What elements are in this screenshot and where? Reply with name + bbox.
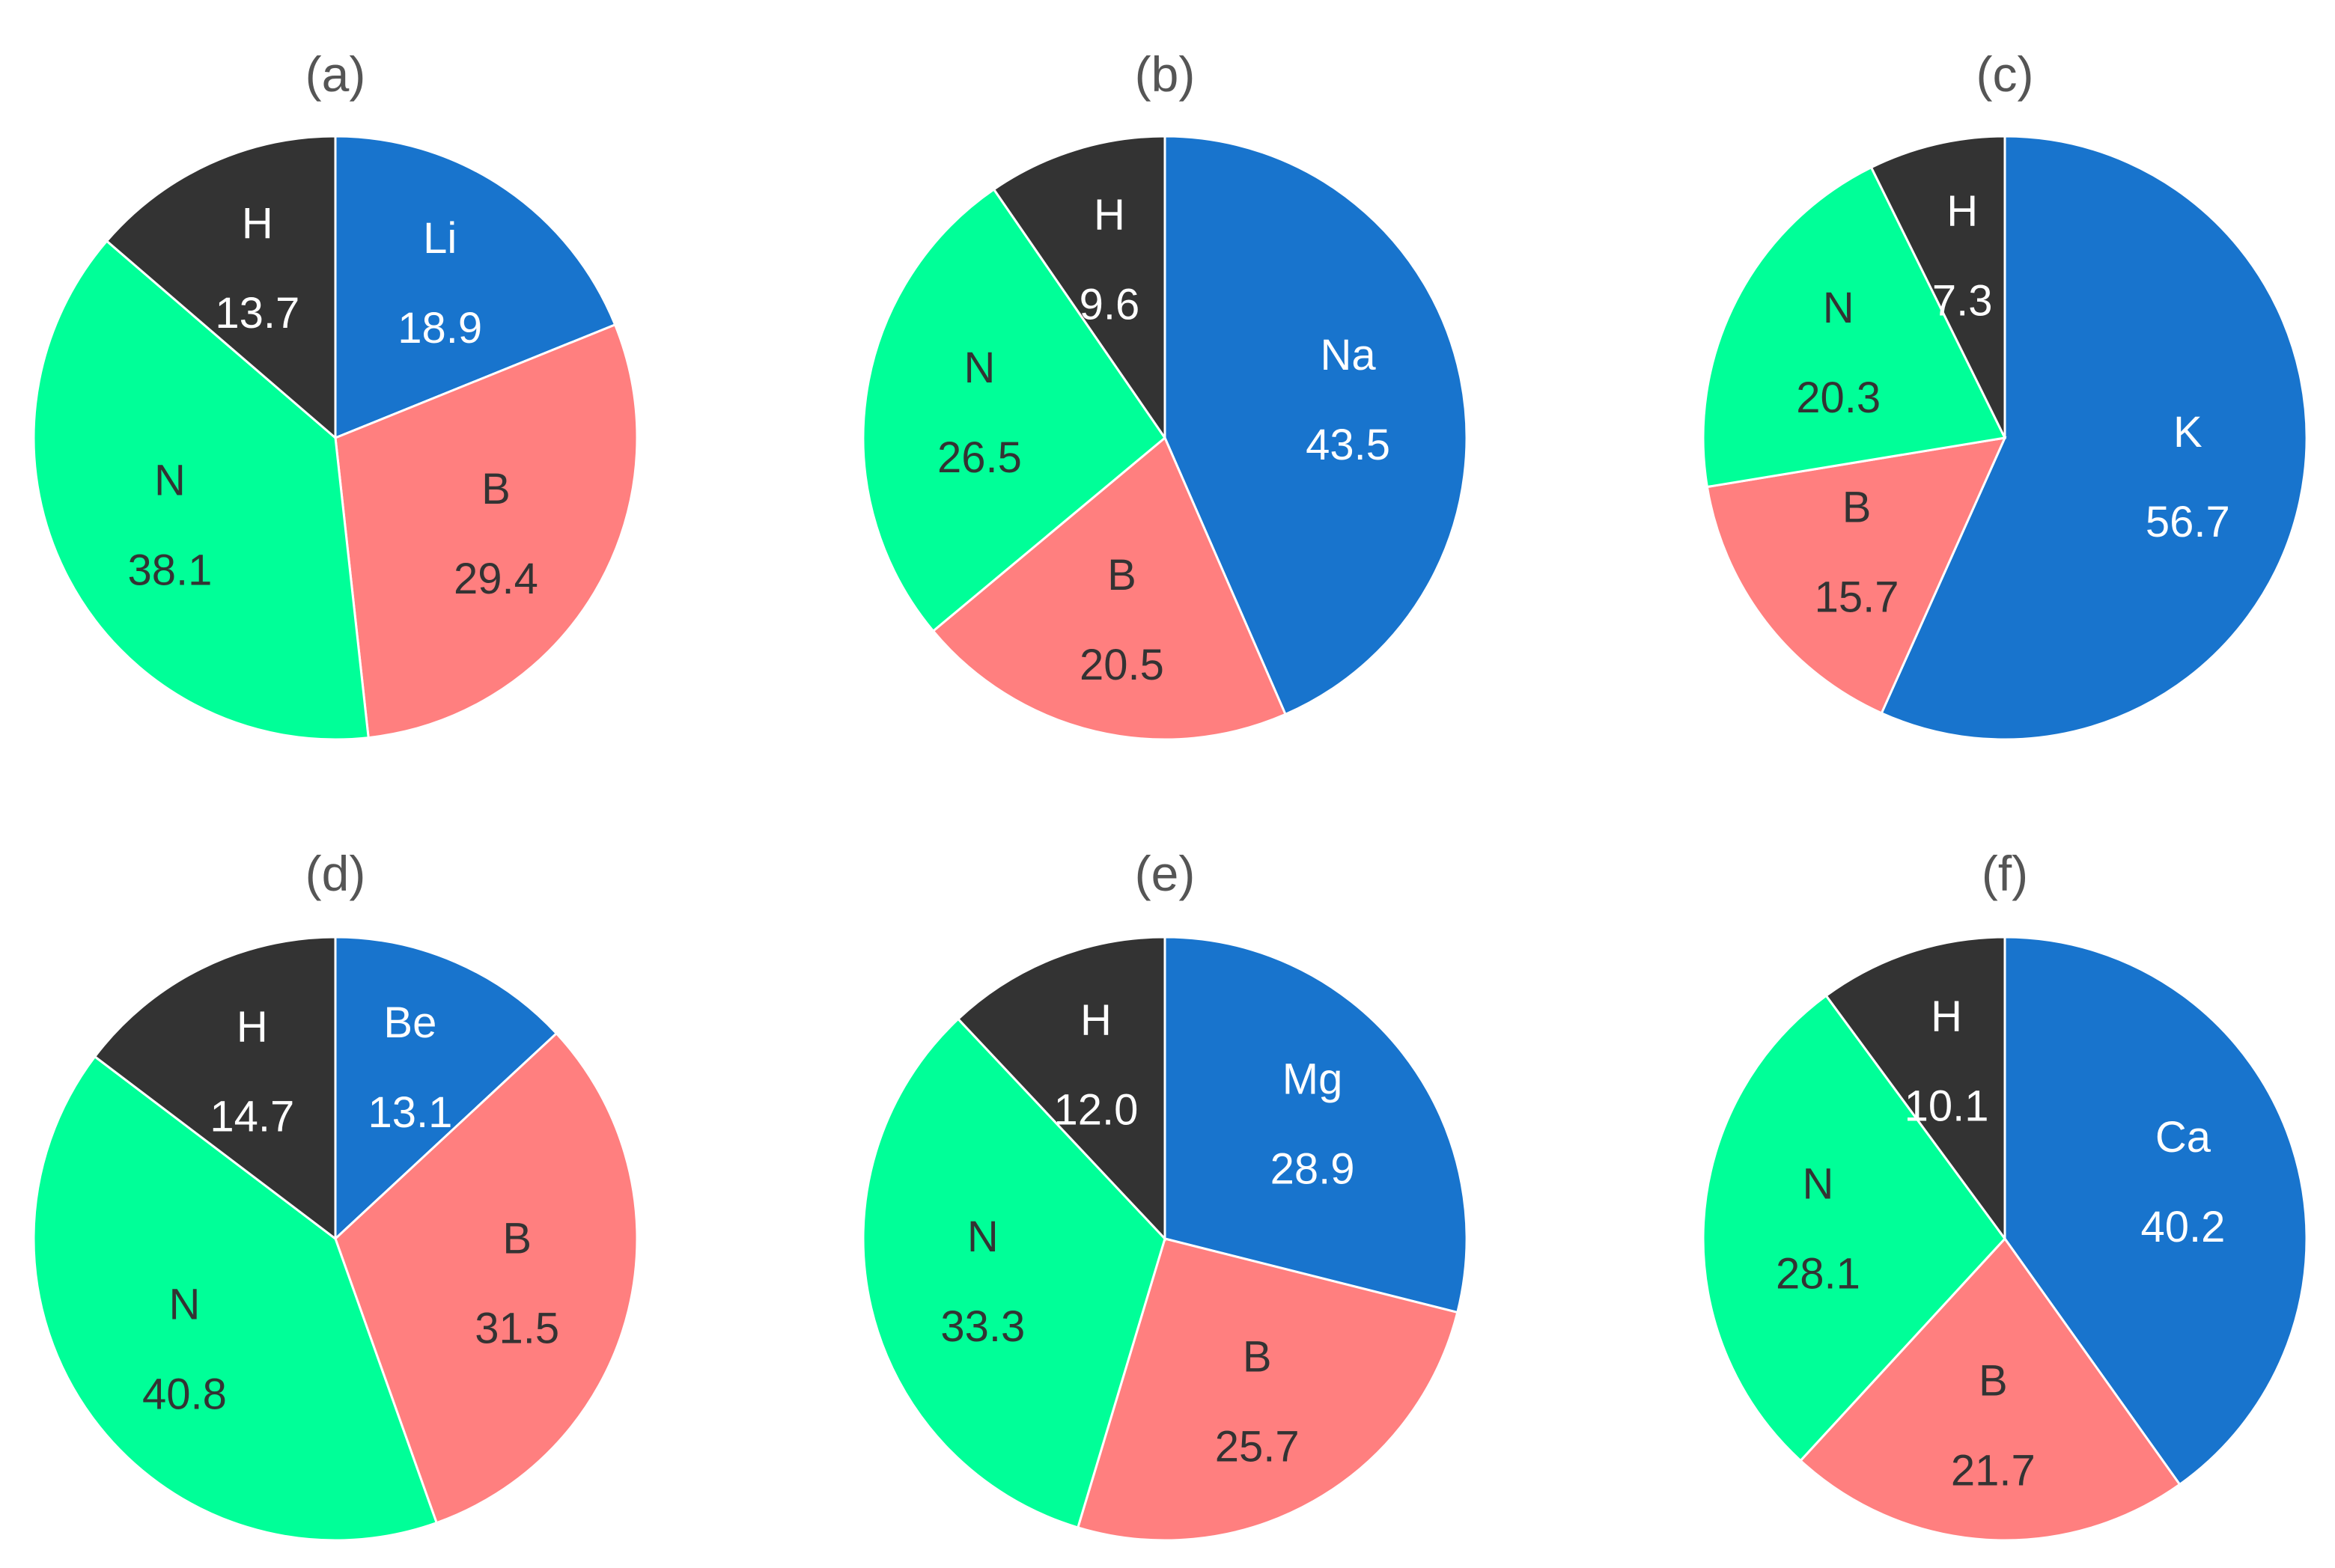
slice-label-b-na: Na [1321, 331, 1377, 379]
panel-title-e: (e) [1135, 846, 1196, 901]
pie-slice-b-na [1163, 135, 1468, 716]
pie-panel-c: (c) K 56.7 B 15.7 N 20.3 H 7.3 [1702, 46, 2308, 741]
slice-label-a-li: Li [423, 214, 457, 263]
slice-label-b-n: N [964, 344, 996, 392]
slice-value-c-h: 7.3 [1932, 277, 1993, 326]
slice-label-e-b: B [1243, 1332, 1272, 1381]
pie-slice-a-li [334, 135, 617, 440]
slice-label-c-b: B [1842, 483, 1872, 532]
slice-value-f-ca: 40.2 [2141, 1203, 2226, 1251]
pie-slice-f-n [1702, 994, 2006, 1462]
slice-label-f-ca: Ca [2155, 1113, 2211, 1162]
pie-slice-a-h [105, 135, 337, 441]
pie-panel-d: (d) Be 13.1 B 31.5 N 40.8 H 14.7 [32, 846, 639, 1542]
slice-label-c-n: N [1823, 284, 1854, 332]
pie-slice-c-b [1705, 436, 2007, 715]
pie-slice-c-k [1880, 135, 2308, 741]
panel-title-b: (b) [1135, 46, 1196, 102]
slice-label-e-mg: Mg [1282, 1055, 1343, 1103]
pie-slice-d-b [334, 1031, 639, 1525]
slice-value-d-h: 14.7 [210, 1092, 294, 1141]
slice-label-f-n: N [1803, 1159, 1834, 1208]
slice-label-d-n: N [169, 1281, 201, 1329]
slice-label-f-h: H [1931, 992, 1962, 1041]
slice-value-b-b: 20.5 [1080, 641, 1164, 689]
slice-value-d-b: 31.5 [475, 1304, 559, 1352]
pie-panel-e: (e) Mg 28.9 B 25.7 N 33.3 H 12.0 [862, 846, 1468, 1542]
pie-slice-e-b [1076, 1237, 1459, 1542]
pie-slice-a-b [334, 323, 639, 739]
slice-value-a-n: 38.1 [127, 546, 212, 595]
slice-label-c-h: H [1946, 187, 1978, 236]
slice-value-f-n: 28.1 [1776, 1249, 1860, 1298]
slice-label-c-k: K [2173, 408, 2202, 457]
panel-title-f: (f) [1982, 846, 2028, 901]
slice-value-e-mg: 28.9 [1270, 1144, 1355, 1193]
pie-slice-d-n [32, 1055, 439, 1542]
pie-slice-f-ca [2003, 936, 2308, 1486]
slice-value-c-k: 56.7 [2146, 498, 2230, 546]
slice-label-d-b: B [502, 1214, 532, 1263]
slice-value-e-n: 33.3 [940, 1302, 1025, 1351]
slice-label-d-h: H [237, 1002, 268, 1051]
pie-panel-b: (b) Na 43.5 B 20.5 N 26.5 H 9.6 [862, 46, 1468, 741]
slice-value-a-h: 13.7 [215, 289, 299, 338]
slice-label-e-h: H [1080, 996, 1112, 1045]
panel-title-d: (d) [305, 846, 366, 901]
pie-panel-f: (f) Ca 40.2 B 21.7 N 28.1 H 10.1 [1702, 846, 2308, 1542]
pie-slice-e-n [862, 1017, 1166, 1529]
pie-slice-e-mg [1163, 936, 1468, 1314]
slice-value-c-b: 15.7 [1815, 573, 1899, 622]
pie-slice-b-h [992, 135, 1166, 442]
slice-value-b-na: 43.5 [1306, 421, 1390, 469]
slice-value-f-b: 21.7 [1951, 1446, 2036, 1495]
slice-label-a-n: N [154, 457, 186, 505]
slice-label-f-b: B [1979, 1356, 2008, 1405]
slice-label-a-b: B [481, 465, 511, 513]
pie-slice-f-h [1824, 936, 2006, 1242]
slice-label-b-h: H [1094, 190, 1125, 239]
pie-slice-c-h [1869, 135, 2006, 439]
slice-value-a-li: 18.9 [398, 304, 482, 353]
slice-value-f-h: 10.1 [1905, 1082, 1989, 1131]
pie-slice-e-h [956, 936, 1166, 1242]
slice-value-d-be: 13.1 [368, 1088, 452, 1137]
slice-value-b-h: 9.6 [1080, 280, 1140, 329]
pie-slice-d-be [334, 936, 558, 1242]
pie-slice-d-h [93, 936, 337, 1242]
slice-label-b-b: B [1107, 551, 1136, 600]
panel-title-a: (a) [305, 46, 366, 102]
panel-title-c: (c) [1976, 46, 2034, 102]
slice-label-d-be: Be [383, 998, 436, 1047]
slice-label-a-h: H [242, 199, 273, 248]
pie-slice-c-n [1702, 165, 2007, 489]
pie-slice-b-n [862, 187, 1167, 633]
pie-panel-a: (a) Li 18.9 B 29.4 N 38.1 H 13.7 [32, 46, 639, 741]
slice-value-c-n: 20.3 [1796, 373, 1881, 422]
slice-value-d-n: 40.8 [142, 1370, 227, 1419]
pie-slice-b-b [931, 436, 1288, 741]
slice-value-b-n: 26.5 [937, 433, 1022, 482]
slice-label-e-n: N [967, 1212, 999, 1261]
pie-slice-f-b [1799, 1236, 2182, 1542]
slice-value-a-b: 29.4 [454, 555, 538, 603]
slice-value-e-b: 25.7 [1215, 1422, 1300, 1471]
slice-value-e-h: 12.0 [1053, 1086, 1138, 1135]
pie-slice-a-n [32, 239, 370, 741]
